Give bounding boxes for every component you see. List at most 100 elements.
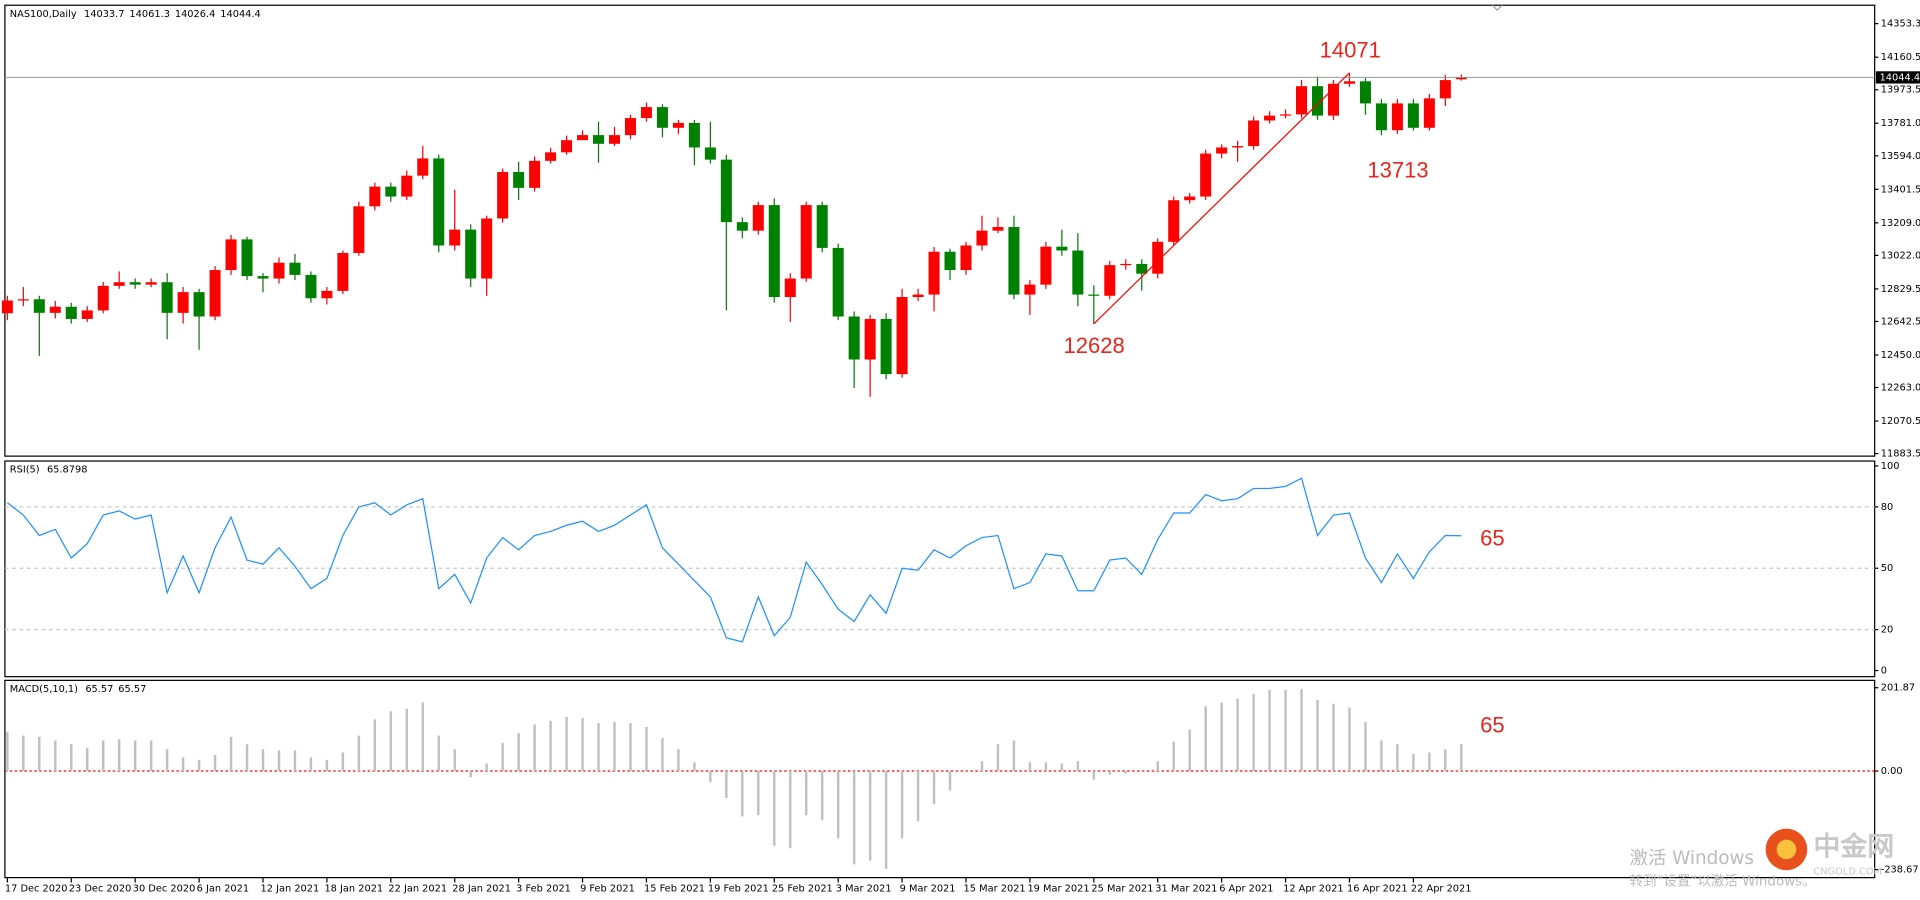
macd-bar xyxy=(1396,744,1399,772)
macd-bar xyxy=(1044,762,1048,772)
indicator-title: NAS100,Daily xyxy=(10,9,77,20)
macd-bar xyxy=(1316,700,1319,772)
y-tick-label: 11883.5 xyxy=(1881,449,1920,460)
candle-body xyxy=(273,262,285,279)
candle-body xyxy=(81,310,93,319)
macd-bar xyxy=(868,771,872,861)
macd-bar xyxy=(661,738,664,772)
y-tick-label: 14353.3 xyxy=(1881,19,1920,30)
macd-bar xyxy=(22,735,25,772)
candle-body xyxy=(992,227,1004,231)
candle-body xyxy=(1343,81,1355,84)
macd-bar xyxy=(357,735,361,772)
candle-body xyxy=(1168,200,1180,242)
candle-body xyxy=(976,230,988,246)
macd-bar xyxy=(117,739,121,772)
indicator-title: MACD(5,10,1) xyxy=(10,684,78,695)
candle-body xyxy=(1104,265,1116,296)
macd-bar xyxy=(996,744,1000,772)
candle-body xyxy=(608,135,621,144)
macd-bar xyxy=(1236,698,1239,772)
y-tick-label: 80 xyxy=(1881,502,1893,513)
header-value: 65.57 xyxy=(85,684,113,695)
candle-body xyxy=(305,274,317,299)
macd-bar xyxy=(900,771,904,839)
macd-bar xyxy=(1140,771,1143,772)
macd-bar xyxy=(741,771,744,817)
annotation: 65 xyxy=(1480,525,1505,550)
x-tick-label: 12 Jan 2021 xyxy=(261,884,320,895)
candle-body xyxy=(752,205,764,231)
x-tick-label: 3 Mar 2021 xyxy=(836,884,892,895)
candle-body xyxy=(1423,98,1435,128)
candle-body xyxy=(624,118,636,136)
macd-bar xyxy=(1284,690,1287,772)
x-tick-label: 3 Feb 2021 xyxy=(516,884,571,895)
macd-bar xyxy=(421,702,424,772)
header-value: 14044.4 xyxy=(220,9,261,20)
y-tick-label: 0 xyxy=(1881,666,1887,677)
x-tick-label: 31 Mar 2021 xyxy=(1155,884,1217,895)
y-tick-label: -238.67 xyxy=(1881,865,1919,876)
macd-bar xyxy=(405,708,409,772)
macd-bar xyxy=(501,742,504,772)
candle-body xyxy=(672,122,684,128)
macd-bar xyxy=(852,771,856,865)
y-tick-label: 100 xyxy=(1881,461,1900,472)
logo-site: CNGOLD.COM xyxy=(1813,866,1882,877)
candle-body xyxy=(1327,83,1340,116)
candle-body xyxy=(864,318,876,360)
candle-body xyxy=(481,218,493,279)
macd-bar xyxy=(1108,771,1112,775)
candle-body xyxy=(1359,81,1371,104)
y-tick-label: 13594.0 xyxy=(1881,151,1920,162)
y-tick-label: 201.87 xyxy=(1881,683,1915,694)
macd-bar xyxy=(725,771,728,798)
x-tick-label: 9 Feb 2021 xyxy=(580,884,635,895)
annotation: 14071 xyxy=(1320,38,1381,63)
candle-body xyxy=(401,175,413,197)
header-value: 14033.7 xyxy=(84,9,125,20)
candle-body xyxy=(832,247,844,317)
x-tick-label: 6 Apr 2021 xyxy=(1219,884,1273,895)
candle-body xyxy=(161,282,173,313)
macd-bar xyxy=(70,744,73,772)
candle-body xyxy=(1120,263,1132,266)
candle-body xyxy=(1391,103,1403,131)
macd-bar xyxy=(1028,762,1032,772)
macd-bar xyxy=(677,749,680,772)
macd-bar xyxy=(309,757,313,772)
macd-bar xyxy=(1124,771,1128,774)
macd-bar xyxy=(1444,749,1447,772)
macd-bar xyxy=(820,771,824,821)
macd-bar xyxy=(229,736,233,772)
macd-bar xyxy=(1300,688,1303,772)
macd-bar xyxy=(245,744,249,772)
candle-body xyxy=(1455,77,1467,80)
macd-bar xyxy=(38,736,41,772)
candle-body xyxy=(1407,103,1419,128)
rsi-panel xyxy=(4,460,1876,678)
candle-body xyxy=(1024,284,1036,295)
candle-body xyxy=(513,172,525,188)
candle-body xyxy=(369,186,381,207)
candle-body xyxy=(1088,294,1100,296)
candle-body xyxy=(1296,86,1308,115)
candle-body xyxy=(656,107,668,128)
macd-bar xyxy=(533,724,536,772)
candle-body xyxy=(529,160,541,188)
y-tick-label: 12829.5 xyxy=(1881,284,1920,295)
x-tick-label: 22 Jan 2021 xyxy=(388,884,447,895)
macd-bar xyxy=(165,749,169,772)
macd-bar xyxy=(149,740,153,772)
indicator-title: RSI(5) xyxy=(10,465,40,476)
x-tick-label: 16 Apr 2021 xyxy=(1347,884,1408,895)
x-tick-label: 19 Feb 2021 xyxy=(708,884,769,895)
macd-bar xyxy=(277,750,281,772)
macd-bar xyxy=(453,749,456,772)
y-tick-label: 12070.5 xyxy=(1881,416,1920,427)
macd-bar xyxy=(581,718,584,772)
x-tick-label: 28 Jan 2021 xyxy=(452,884,511,895)
macd-bar xyxy=(1460,743,1463,772)
